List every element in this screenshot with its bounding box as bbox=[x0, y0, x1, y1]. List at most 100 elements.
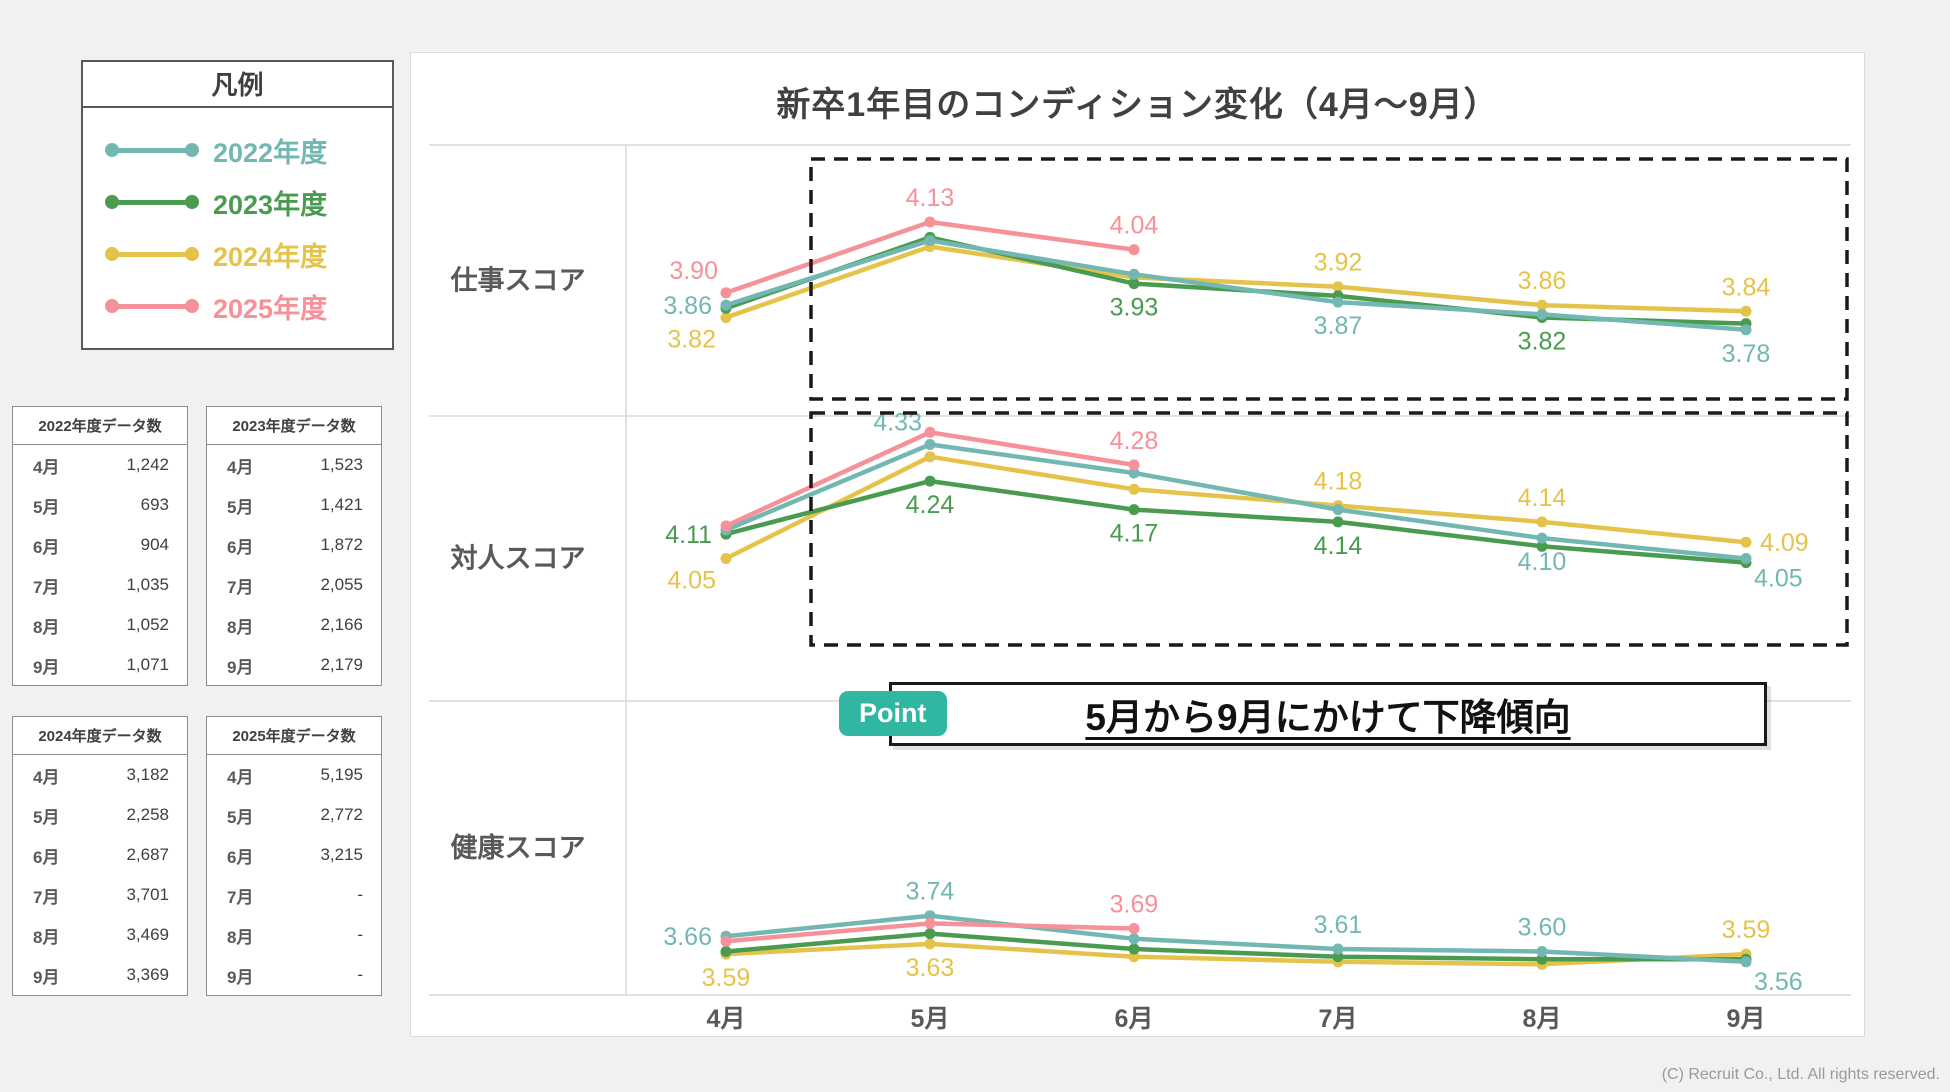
legend-line-swatch bbox=[105, 143, 199, 157]
value-label: 4.05 bbox=[667, 567, 716, 595]
data-point bbox=[1332, 504, 1344, 516]
data-table-month: 9月 bbox=[227, 657, 254, 677]
x-axis-label: 4月 bbox=[707, 1005, 746, 1033]
data-table-month: 6月 bbox=[33, 847, 60, 867]
value-label: 3.59 bbox=[1722, 916, 1771, 944]
data-point bbox=[1128, 467, 1140, 479]
value-label: 4.24 bbox=[906, 491, 955, 519]
data-table-month: 6月 bbox=[33, 537, 60, 557]
x-axis-label: 9月 bbox=[1727, 1005, 1766, 1033]
data-table-row: 7月 1,035 bbox=[13, 565, 187, 605]
data-table-row: 4月 1,523 bbox=[207, 445, 381, 485]
legend-item-label: 2024年度 bbox=[213, 241, 328, 272]
legend-items: 2022年度 2023年度 2024年度 2025年度 bbox=[83, 108, 392, 348]
data-point bbox=[924, 938, 936, 950]
data-point bbox=[720, 935, 732, 947]
panel-interpersonal-score: 対人スコア4.114.054.334.244.284.174.184.144.1… bbox=[451, 409, 1809, 595]
x-axis-label: 7月 bbox=[1319, 1005, 1358, 1033]
legend-item: 2024年度 bbox=[105, 235, 368, 274]
legend-line-swatch bbox=[105, 247, 199, 261]
data-table-row: 5月 693 bbox=[13, 485, 187, 525]
data-table-row: 6月 3,215 bbox=[207, 835, 381, 875]
value-label: 3.59 bbox=[702, 964, 751, 992]
data-table-month: 7月 bbox=[227, 577, 254, 597]
data-table-count: 2,772 bbox=[320, 805, 363, 824]
series-line bbox=[723, 941, 1749, 967]
data-table-title: 2022年度データ数 bbox=[13, 407, 187, 445]
value-label: 4.05 bbox=[1754, 565, 1803, 593]
data-table-count: 2,166 bbox=[320, 615, 363, 634]
value-label: 3.69 bbox=[1110, 891, 1159, 919]
data-point bbox=[924, 439, 936, 450]
data-table-count: - bbox=[357, 885, 363, 904]
value-label: 4.28 bbox=[1110, 427, 1159, 455]
chart-title: 新卒1年目のコンディション変化（4月～9月） bbox=[776, 86, 1499, 124]
data-table: 2023年度データ数 4月 1,523 5月 1,421 6月 1,872 7月 2,055 8月… bbox=[206, 406, 382, 686]
data-point bbox=[1128, 943, 1140, 955]
value-label: 3.60 bbox=[1518, 914, 1567, 942]
value-label: 4.04 bbox=[1110, 212, 1159, 240]
data-table-count: 1,071 bbox=[126, 655, 169, 674]
x-axis-label: 6月 bbox=[1115, 1005, 1154, 1033]
data-table-month: 4月 bbox=[33, 767, 60, 787]
data-table-month: 5月 bbox=[33, 807, 60, 827]
data-table-count: 2,055 bbox=[320, 575, 363, 594]
data-table-month: 6月 bbox=[227, 847, 254, 867]
value-label: 4.10 bbox=[1518, 548, 1567, 576]
data-table-row: 7月 2,055 bbox=[207, 565, 381, 605]
value-label: 3.93 bbox=[1110, 294, 1159, 322]
value-label: 4.14 bbox=[1518, 484, 1567, 512]
data-table-count: 3,215 bbox=[320, 845, 363, 864]
data-table-count: 904 bbox=[140, 535, 169, 554]
series-line bbox=[723, 442, 1749, 561]
data-point bbox=[1128, 933, 1140, 945]
data-table-month: 8月 bbox=[227, 927, 254, 947]
data-point bbox=[1536, 540, 1548, 552]
panel-work-score: 仕事スコア 3.90 3.86 3.82 4.13 4.04 3.93 3.92 3.87 3.8… bbox=[450, 184, 1771, 368]
data-point bbox=[1128, 951, 1140, 963]
legend-title: 凡例 bbox=[83, 62, 392, 108]
legend-box: 凡例 2022年度 2023年度 2024年度 2025年度 bbox=[81, 60, 394, 350]
data-table-count: 693 bbox=[140, 495, 169, 514]
data-point bbox=[924, 426, 936, 438]
data-table-row: 6月 1,872 bbox=[207, 525, 381, 565]
value-label: 4.14 bbox=[1314, 532, 1363, 560]
data-table-month: 4月 bbox=[227, 767, 254, 787]
panel-health-score: 健康スコア 3.66 3.59 3.74 3.63 3.69 3.61 3.60 3.59 3.5… bbox=[451, 832, 1803, 996]
data-table-row: 8月 1,052 bbox=[13, 605, 187, 645]
data-table-month: 8月 bbox=[33, 617, 60, 637]
data-point bbox=[1740, 305, 1752, 317]
value-label: 3.86 bbox=[663, 292, 712, 320]
x-axis-label: 8月 bbox=[1523, 1005, 1562, 1033]
data-table-count: 1,872 bbox=[320, 535, 363, 554]
series-line bbox=[723, 931, 1749, 962]
series-line bbox=[723, 454, 1749, 561]
value-label: 3.86 bbox=[1518, 267, 1567, 295]
data-table-row: 6月 2,687 bbox=[13, 835, 187, 875]
data-table-row: 9月 - bbox=[207, 955, 381, 995]
highlight-box-interpersonal-score bbox=[809, 411, 1849, 647]
highlight-box-work-score bbox=[809, 157, 1849, 401]
data-table-count: 2,258 bbox=[126, 805, 169, 824]
data-point bbox=[924, 910, 936, 922]
data-table-row: 6月 904 bbox=[13, 525, 187, 565]
data-table-row: 7月 3,701 bbox=[13, 875, 187, 915]
data-table-title: 2023年度データ数 bbox=[207, 407, 381, 445]
data-point bbox=[720, 946, 732, 957]
data-table-row: 9月 3,369 bbox=[13, 955, 187, 995]
value-label: 3.66 bbox=[663, 923, 712, 951]
value-label: 3.90 bbox=[669, 257, 718, 285]
data-table-month: 5月 bbox=[227, 497, 254, 517]
legend-item: 2023年度 bbox=[105, 183, 368, 222]
data-point bbox=[1128, 278, 1140, 290]
value-label: 3.61 bbox=[1314, 911, 1363, 939]
data-table-month: 9月 bbox=[227, 967, 254, 987]
data-table-month: 4月 bbox=[227, 457, 254, 477]
copyright-text: (C) Recruit Co., Ltd. All rights reserve… bbox=[1661, 1066, 1940, 1083]
value-label: 3.56 bbox=[1754, 968, 1803, 996]
data-table-month: 7月 bbox=[33, 887, 60, 907]
data-table-count: 3,701 bbox=[126, 885, 169, 904]
point-callout-box: 5月から9月にかけて下降傾向 bbox=[889, 682, 1767, 746]
data-table-count: 3,469 bbox=[126, 925, 169, 944]
data-point bbox=[1536, 299, 1548, 311]
